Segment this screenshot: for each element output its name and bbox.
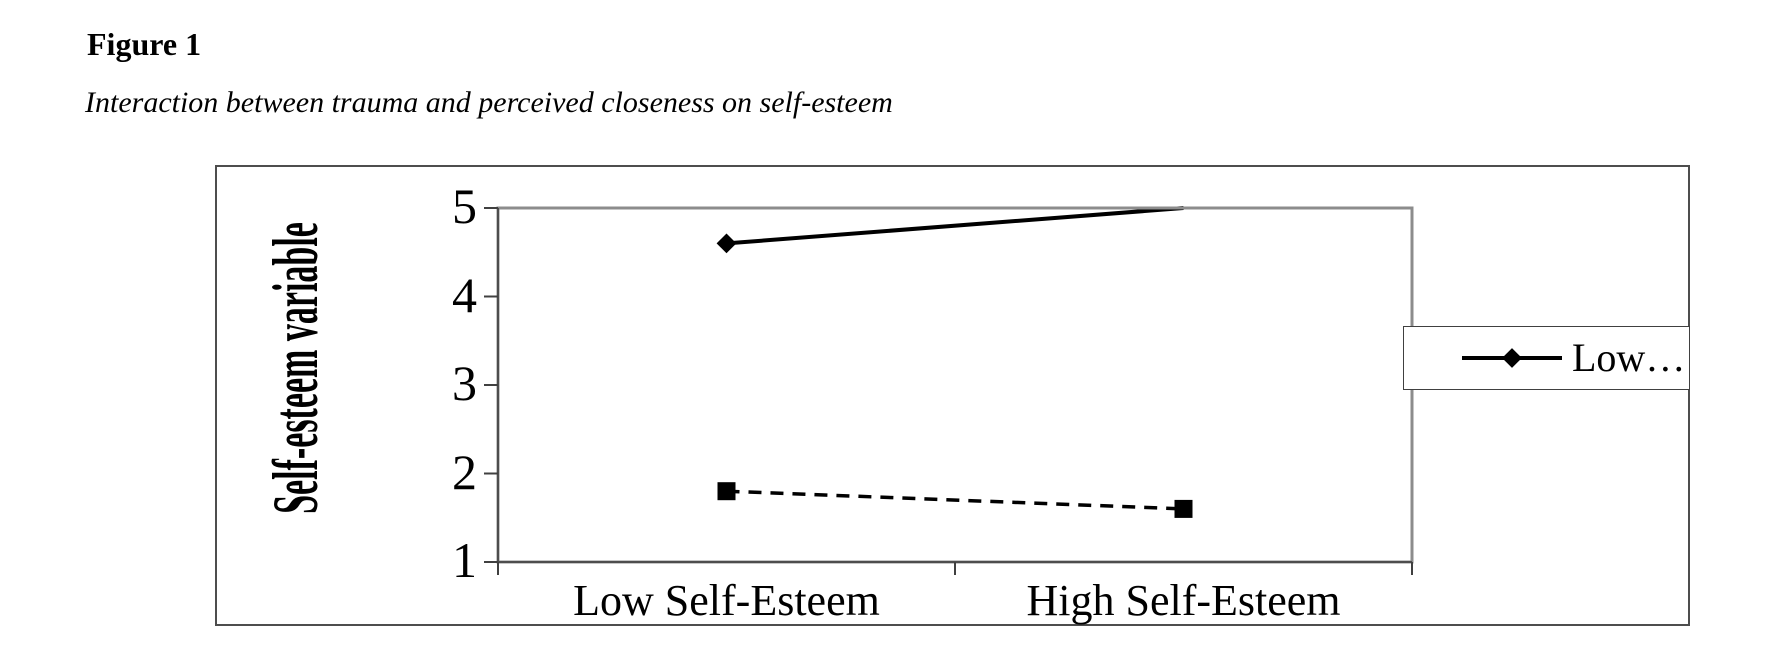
figure-number-heading: Figure 1 [87,26,202,62]
chart-figure-box: Self-esteem variable 5 4 3 2 1 Low Self-… [215,165,1690,626]
y-axis-title: Self-esteem variable [261,222,333,514]
chart-legend: Low… [1403,326,1690,390]
y-tick-label-5: 5 [452,178,477,234]
x-category-label-high: High Self-Esteem [1026,576,1341,625]
legend-entry-label: Low… [1572,335,1686,380]
y-tick-label-4: 4 [452,267,477,323]
legend-series-sample-line-icon [1462,348,1562,368]
x-category-label-low: Low Self-Esteem [573,576,880,625]
figure-caption: Interaction between trauma and perceived… [85,86,893,119]
y-tick-label-1: 1 [452,532,477,588]
y-tick-label-3: 3 [452,355,477,411]
y-tick-label-2: 2 [452,444,477,500]
